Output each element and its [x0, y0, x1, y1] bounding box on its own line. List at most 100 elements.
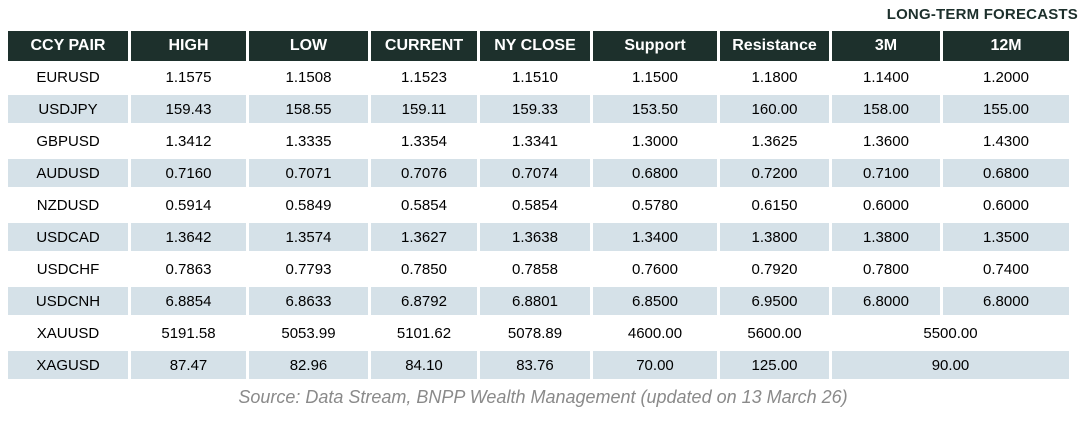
- support-cell: 0.7600: [593, 253, 717, 285]
- support-cell: 70.00: [593, 349, 717, 381]
- low-cell: 1.3574: [249, 221, 368, 253]
- low-cell: 158.55: [249, 93, 368, 125]
- forecast-3m-cell: 1.3800: [832, 221, 940, 253]
- pair-cell: USDJPY: [8, 93, 128, 125]
- current-cell: 5101.62: [371, 317, 477, 349]
- low-cell: 0.7793: [249, 253, 368, 285]
- forecast-12m-cell: 1.3500: [943, 221, 1069, 253]
- ny-close-cell: 0.7858: [480, 253, 590, 285]
- ny-close-cell: 1.3638: [480, 221, 590, 253]
- low-cell: 1.1508: [249, 61, 368, 93]
- pair-cell: XAUUSD: [8, 317, 128, 349]
- resistance-cell: 0.7920: [720, 253, 829, 285]
- forecast-12m-cell: 1.4300: [943, 125, 1069, 157]
- forecast-12m-cell: 0.6800: [943, 157, 1069, 189]
- resistance-cell: 125.00: [720, 349, 829, 381]
- table-row-gbpusd: GBPUSD 1.3412 1.3335 1.3354 1.3341 1.3000 1.36…: [8, 125, 1069, 157]
- column-header-ccy-pair: CCY PAIR: [8, 31, 128, 61]
- low-cell: 6.8633: [249, 285, 368, 317]
- table-row-usdcnh: USDCNH 6.8854 6.8633 6.8792 6.8801 6.8500 6.95…: [8, 285, 1069, 317]
- current-cell: 84.10: [371, 349, 477, 381]
- column-header-high: HIGH: [131, 31, 246, 61]
- forecast-merged-cell: 5500.00: [832, 317, 1069, 349]
- current-cell: 1.3354: [371, 125, 477, 157]
- forecast-merged-cell: 90.00: [832, 349, 1069, 381]
- forecast-3m-cell: 6.8000: [832, 285, 940, 317]
- current-cell: 0.5854: [371, 189, 477, 221]
- table-row-eurusd: EURUSD 1.1575 1.1508 1.1523 1.1510 1.1500 1.18…: [8, 61, 1069, 93]
- resistance-cell: 1.3800: [720, 221, 829, 253]
- high-cell: 0.5914: [131, 189, 246, 221]
- high-cell: 0.7160: [131, 157, 246, 189]
- table-row-nzdusd: NZDUSD 0.5914 0.5849 0.5854 0.5854 0.5780 0.61…: [8, 189, 1069, 221]
- ny-close-cell: 83.76: [480, 349, 590, 381]
- low-cell: 82.96: [249, 349, 368, 381]
- support-cell: 153.50: [593, 93, 717, 125]
- column-header-3m: 3M: [832, 31, 940, 61]
- source-note: Source: Data Stream, BNPP Wealth Managem…: [238, 387, 848, 407]
- current-cell: 0.7076: [371, 157, 477, 189]
- high-cell: 6.8854: [131, 285, 246, 317]
- pair-cell: USDCNH: [8, 285, 128, 317]
- pair-cell: EURUSD: [8, 61, 128, 93]
- ny-close-cell: 0.5854: [480, 189, 590, 221]
- title-bar: LONG-TERM FORECASTS: [0, 0, 1086, 27]
- current-cell: 6.8792: [371, 285, 477, 317]
- pair-cell: AUDUSD: [8, 157, 128, 189]
- pair-cell: GBPUSD: [8, 125, 128, 157]
- table-row-usdchf: USDCHF 0.7863 0.7793 0.7850 0.7858 0.7600 0.79…: [8, 253, 1069, 285]
- forecast-3m-cell: 0.6000: [832, 189, 940, 221]
- ny-close-cell: 1.1510: [480, 61, 590, 93]
- current-cell: 0.7850: [371, 253, 477, 285]
- forecast-12m-cell: 1.2000: [943, 61, 1069, 93]
- header-row: CCY PAIR HIGH LOW CURRENT NY CLOSE Support Res…: [8, 31, 1069, 61]
- fx-forecast-table: CCY PAIR HIGH LOW CURRENT NY CLOSE Support Res…: [5, 31, 1072, 381]
- table-row-usdjpy: USDJPY 159.43 158.55 159.11 159.33 153.50 160.…: [8, 93, 1069, 125]
- high-cell: 159.43: [131, 93, 246, 125]
- high-cell: 1.3642: [131, 221, 246, 253]
- forecast-3m-cell: 0.7800: [832, 253, 940, 285]
- low-cell: 0.7071: [249, 157, 368, 189]
- forecast-12m-cell: 0.6000: [943, 189, 1069, 221]
- ny-close-cell: 5078.89: [480, 317, 590, 349]
- table-row-xauusd: XAUUSD 5191.58 5053.99 5101.62 5078.89 4600.0…: [8, 317, 1069, 349]
- forecast-3m-cell: 1.1400: [832, 61, 940, 93]
- support-cell: 1.3000: [593, 125, 717, 157]
- resistance-cell: 5600.00: [720, 317, 829, 349]
- high-cell: 1.3412: [131, 125, 246, 157]
- column-header-resistance: Resistance: [720, 31, 829, 61]
- high-cell: 1.1575: [131, 61, 246, 93]
- support-cell: 1.3400: [593, 221, 717, 253]
- high-cell: 87.47: [131, 349, 246, 381]
- high-cell: 0.7863: [131, 253, 246, 285]
- support-cell: 6.8500: [593, 285, 717, 317]
- table-body: EURUSD 1.1575 1.1508 1.1523 1.1510 1.1500 1.18…: [8, 61, 1069, 381]
- forecast-3m-cell: 158.00: [832, 93, 940, 125]
- resistance-cell: 1.1800: [720, 61, 829, 93]
- table-row-usdcad: USDCAD 1.3642 1.3574 1.3627 1.3638 1.3400 1.38…: [8, 221, 1069, 253]
- current-cell: 159.11: [371, 93, 477, 125]
- column-header-low: LOW: [249, 31, 368, 61]
- column-header-current: CURRENT: [371, 31, 477, 61]
- ny-close-cell: 159.33: [480, 93, 590, 125]
- forecast-12m-cell: 155.00: [943, 93, 1069, 125]
- current-cell: 1.1523: [371, 61, 477, 93]
- resistance-cell: 6.9500: [720, 285, 829, 317]
- low-cell: 1.3335: [249, 125, 368, 157]
- pair-cell: NZDUSD: [8, 189, 128, 221]
- ny-close-cell: 6.8801: [480, 285, 590, 317]
- forecast-12m-cell: 0.7400: [943, 253, 1069, 285]
- pair-cell: USDCAD: [8, 221, 128, 253]
- column-header-12m: 12M: [943, 31, 1069, 61]
- ny-close-cell: 0.7074: [480, 157, 590, 189]
- support-cell: 4600.00: [593, 317, 717, 349]
- column-header-support: Support: [593, 31, 717, 61]
- resistance-cell: 0.6150: [720, 189, 829, 221]
- table-row-xagusd: XAGUSD 87.47 82.96 84.10 83.76 70.00 125.00 90.…: [8, 349, 1069, 381]
- pair-cell: USDCHF: [8, 253, 128, 285]
- low-cell: 0.5849: [249, 189, 368, 221]
- long-term-forecasts-title: LONG-TERM FORECASTS: [886, 6, 1078, 23]
- support-cell: 0.6800: [593, 157, 717, 189]
- table-row-audusd: AUDUSD 0.7160 0.7071 0.7076 0.7074 0.6800 0.72…: [8, 157, 1069, 189]
- pair-cell: XAGUSD: [8, 349, 128, 381]
